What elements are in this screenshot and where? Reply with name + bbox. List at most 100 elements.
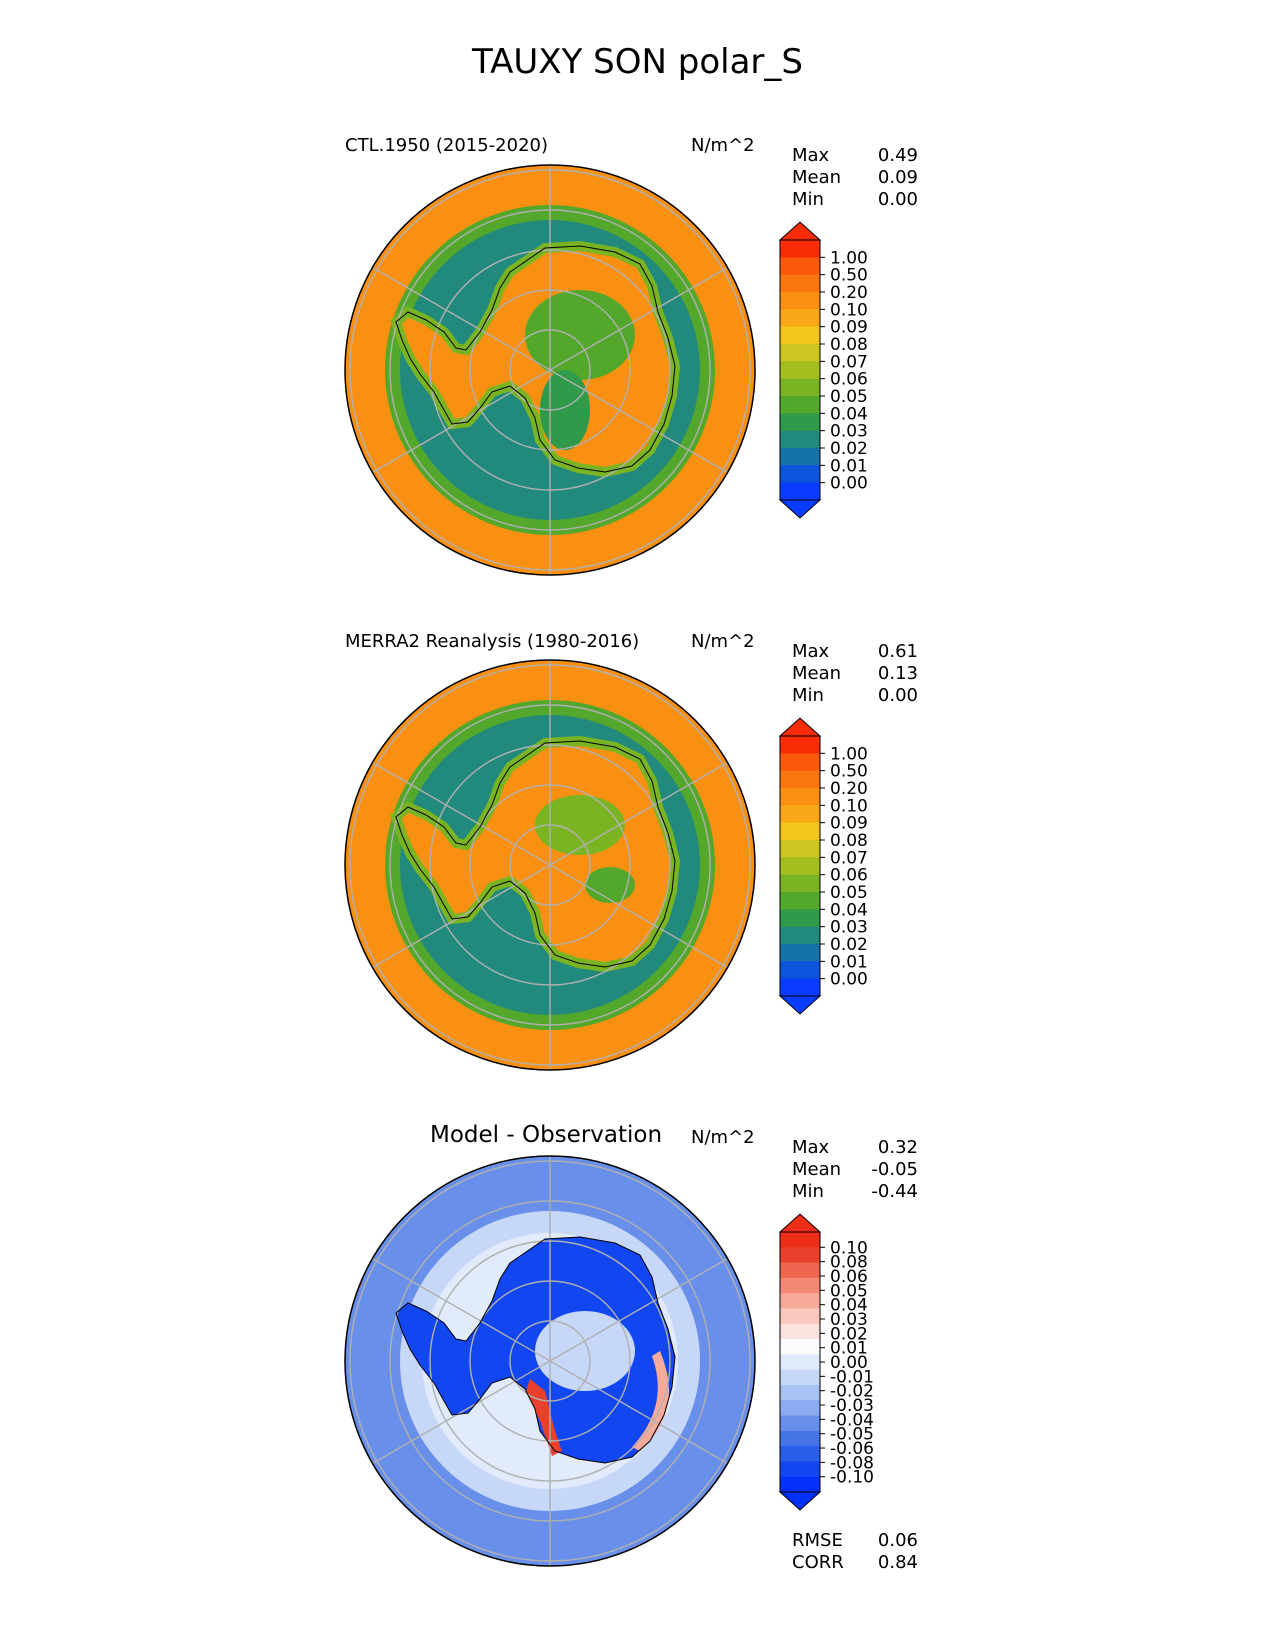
- map-boundary: [344, 659, 756, 1071]
- colorbar-tick-label: -0.06: [830, 1439, 874, 1459]
- colorbar-segment: [780, 1277, 820, 1294]
- colorbar-segment: [780, 413, 820, 432]
- colorbar-segment: [780, 1293, 820, 1309]
- colorbar-tick-label: -0.10: [830, 1468, 874, 1488]
- colorbar-segment: [780, 926, 820, 945]
- panel-3-mean-label: Mean: [792, 1159, 842, 1180]
- panel-1-mean-value: 0.09: [877, 167, 918, 188]
- colorbar-tick-label: 0.07: [830, 352, 868, 372]
- colorbar-segment: [780, 1308, 820, 1325]
- panel-3-max-value: 0.32: [877, 1137, 918, 1158]
- panel-3-min-label: Min: [792, 1181, 824, 1202]
- panel-2-units: N/m^2: [691, 631, 755, 652]
- colorbar-tick-label: 0.05: [830, 883, 868, 903]
- colorbar-segment: [780, 805, 820, 824]
- colorbar-segment: [780, 430, 820, 449]
- colorbar-tick-label: 0.08: [830, 1253, 868, 1273]
- figure-title: TAUXY SON polar_S: [472, 42, 803, 82]
- colorbar-segment: [780, 770, 820, 789]
- colorbar-tick-label: -0.03: [830, 1396, 874, 1416]
- coastline: [395, 740, 676, 968]
- colorbar-tick-label: 0.04: [830, 404, 868, 424]
- colorbar-segment: [780, 1247, 820, 1264]
- map-boundary: [344, 1155, 756, 1567]
- colorbar-segment: [780, 1446, 820, 1462]
- coastline: [395, 245, 676, 473]
- colorbar-segment: [780, 1415, 820, 1432]
- colorbar-segment: [780, 378, 820, 397]
- panel-2-min-label: Min: [792, 685, 824, 706]
- panel-3-rmse-value: 0.06: [877, 1530, 918, 1551]
- panel-2-max-label: Max: [792, 641, 830, 662]
- panel-3-rmse-label: RMSE: [792, 1530, 843, 1551]
- colorbar-tick-label: 0.10: [830, 300, 868, 320]
- longitude-gridline: [372, 266, 728, 474]
- colorbar-segment: [780, 874, 820, 893]
- colorbar-frame: [779, 239, 821, 501]
- colorbar-tick-label: 0.04: [830, 900, 868, 920]
- panel-1-max-value: 0.49: [877, 145, 918, 166]
- interior-fill: [540, 370, 590, 450]
- colorbar-segment: [780, 1232, 820, 1248]
- panel-2-max-value: 0.61: [877, 641, 918, 662]
- colorbar-segment: [780, 1430, 820, 1447]
- coastline: [395, 1236, 676, 1464]
- colorbar-segment: [780, 361, 820, 380]
- colorbar-segment: [780, 309, 820, 328]
- colorbar-segment: [780, 822, 820, 841]
- colorbar-tick-label: 0.08: [830, 831, 868, 851]
- panel-3-mean-value: -0.05: [871, 1159, 918, 1180]
- colorbar-segment: [780, 909, 820, 928]
- colorbar-tick-label: 0.01: [830, 1339, 868, 1359]
- colorbar-tick-label: -0.04: [830, 1410, 874, 1430]
- colorbar-tick-label: -0.02: [830, 1382, 874, 1402]
- colorbar-segment: [780, 944, 820, 962]
- colorbar-segment: [780, 1354, 820, 1371]
- colorbar-segment: [780, 1384, 820, 1401]
- colorbar-tick-label: 0.01: [830, 952, 868, 972]
- panel-1-colorbar: 1.000.500.200.100.090.080.070.060.050.04…: [778, 221, 868, 519]
- colorbar-extend-max: [778, 717, 822, 737]
- colorbar-extend-max: [778, 221, 822, 241]
- colorbar-segment: [780, 1323, 820, 1340]
- panel-1-max-label: Max: [792, 145, 830, 166]
- colorbar-tick-label: 0.03: [830, 1310, 868, 1330]
- plateau-fill: [525, 290, 635, 380]
- colorbar-segment: [780, 1339, 820, 1355]
- panel-1-mean-label: Mean: [792, 167, 842, 188]
- colorbar-segment: [780, 892, 820, 910]
- panel-2-colorbar: 1.000.500.200.100.090.080.070.060.050.04…: [778, 717, 868, 1015]
- colorbar-extend-min: [778, 1491, 822, 1511]
- panel-2-mean-label: Mean: [792, 663, 842, 684]
- colorbar-tick-label: 0.50: [830, 266, 868, 286]
- colorbar-tick-label: 0.08: [830, 335, 868, 355]
- colorbar-segment: [780, 396, 820, 414]
- plateau-fill: [535, 795, 625, 855]
- colorbar-tick-label: 0.20: [830, 283, 868, 303]
- colorbar-tick-label: 0.20: [830, 779, 868, 799]
- colorbar-extend-min: [778, 995, 822, 1015]
- colorbar-segment: [780, 840, 820, 858]
- colorbar-segment: [780, 961, 820, 980]
- colorbar-tick-label: 0.10: [830, 796, 868, 816]
- colorbar-tick-label: 0.09: [830, 318, 868, 338]
- colorbar-tick-label: 0.00: [830, 1353, 868, 1373]
- colorbar-tick-label: 0.02: [830, 935, 868, 955]
- map-boundary: [344, 164, 756, 576]
- interior-fill: [585, 867, 635, 903]
- colorbar-frame: [779, 735, 821, 997]
- panel-3-polar-map: [344, 1155, 756, 1567]
- colorbar-segment: [780, 448, 820, 466]
- colorbar-extend-min: [778, 499, 822, 519]
- colorbar-tick-label: 0.00: [830, 970, 868, 990]
- colorbar-tick-label: 0.02: [830, 439, 868, 459]
- colorbar-segment: [780, 1400, 820, 1417]
- colorbar-segment: [780, 788, 820, 806]
- panel-2-mean-value: 0.13: [877, 663, 918, 684]
- panel-3-colorbar: 0.100.080.060.050.040.030.020.010.00-0.0…: [778, 1213, 874, 1511]
- colorbar-tick-label: -0.08: [830, 1453, 874, 1473]
- colorbar-tick-label: 0.50: [830, 762, 868, 782]
- colorbar-tick-label: 1.00: [830, 248, 868, 268]
- colorbar-segment: [780, 257, 820, 276]
- colorbar-segment: [780, 344, 820, 362]
